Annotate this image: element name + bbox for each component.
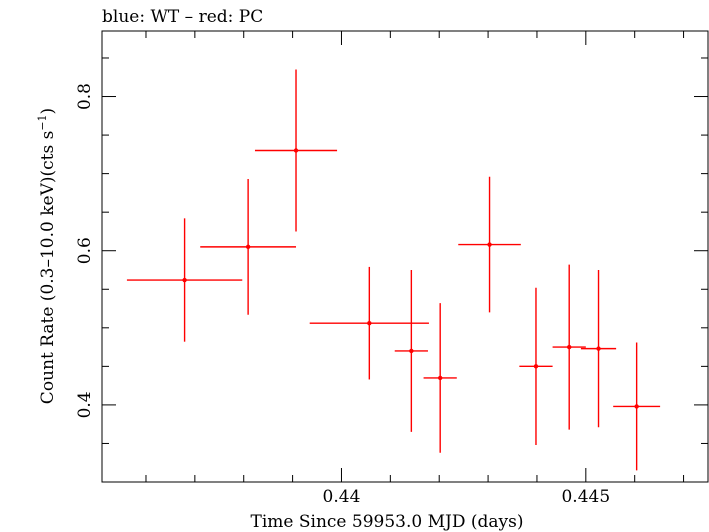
point-marker — [245, 244, 251, 250]
y-axis-label-main: Count Rate (0.3–10.0 keV)(cts s — [38, 131, 58, 405]
y-axis-tick-labels: 0.4 0.6 0.8 — [75, 83, 95, 418]
y-tick-label: 0.6 — [75, 237, 95, 264]
plot-frame — [101, 30, 709, 483]
point-marker — [367, 320, 372, 326]
data-point — [458, 176, 521, 313]
x-tick-label: 0.445 — [561, 487, 610, 507]
x-tick-label: 0.44 — [323, 487, 361, 507]
y-axis-label-sup: −1 — [36, 114, 49, 130]
data-point — [580, 269, 617, 428]
y-tick-label: 0.8 — [75, 83, 95, 110]
chart-title: blue: WT – red: PC — [102, 7, 263, 27]
y-axis-ticks — [102, 57, 708, 483]
data-point — [613, 342, 661, 471]
data-point — [423, 303, 457, 453]
point-marker — [634, 404, 639, 409]
point-marker — [567, 344, 572, 350]
point-marker — [596, 346, 601, 351]
y-axis-label-close: ) — [38, 108, 58, 115]
x-axis-ticks — [145, 31, 685, 482]
x-axis-label: Time Since 59953.0 MJD (days) — [251, 512, 524, 532]
point-marker — [293, 148, 299, 153]
data-point — [309, 266, 429, 380]
data-point — [552, 264, 586, 430]
data-point — [254, 69, 338, 232]
data-point — [200, 179, 297, 315]
x-axis-tick-labels: 0.44 0.445 — [323, 487, 611, 507]
data-points — [126, 69, 661, 471]
point-marker — [182, 277, 187, 283]
point-marker — [409, 348, 414, 354]
point-marker — [437, 375, 443, 381]
data-point — [519, 287, 553, 445]
data-point — [394, 269, 428, 432]
y-tick-label: 0.4 — [75, 391, 95, 418]
y-axis-label: Count Rate (0.3–10.0 keV)(cts s−1) — [36, 108, 58, 404]
point-marker — [533, 364, 539, 369]
point-marker — [487, 242, 492, 247]
data-point — [126, 218, 243, 342]
